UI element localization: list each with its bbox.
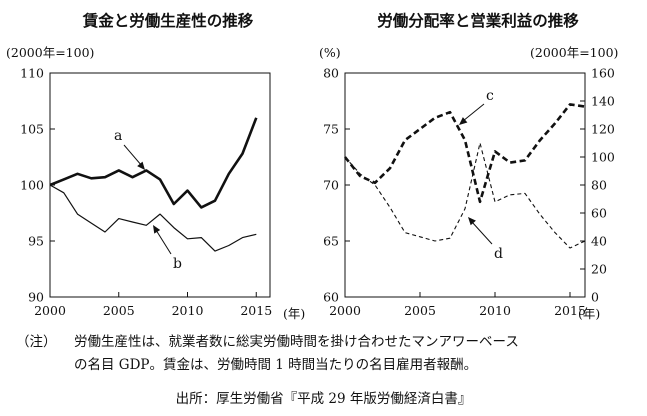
left-y-tick-label: 75	[323, 122, 339, 137]
left-y-tick-label: 65	[323, 234, 339, 249]
x-tick-label: 2015	[554, 303, 586, 318]
labor-share-profit-chart: 労働分配率と営業利益の推移 (%) (2000年=100) 60 65 70 75 80…	[319, 11, 618, 321]
series-a-leader	[123, 144, 143, 167]
series-d-label: d	[494, 246, 503, 262]
y-tick-label: 100	[20, 178, 44, 193]
right-y-tick-label: 140	[591, 94, 615, 109]
chart1-unit-label: (2000年=100)	[6, 45, 94, 60]
chart2-series	[343, 103, 586, 249]
chart1-title: 賃金と労働生産性の推移	[82, 11, 254, 30]
series-a-label: a	[114, 128, 122, 144]
chart1-x-unit: (年)	[283, 306, 305, 321]
left-y-tick-label: 60	[323, 290, 339, 305]
right-y-tick-label: 80	[591, 178, 607, 193]
x-tick-label: 2000	[329, 303, 361, 318]
x-tick-label: 2010	[479, 303, 511, 318]
series-c-line	[343, 103, 586, 204]
figure: 賃金と労働生産性の推移 (2000年=100) 9095100105110200…	[6, 11, 618, 321]
chart1-plot-frame	[49, 72, 271, 298]
chart2-ticks: 60 65 70 75 80 0 20 40 60 80 100 120 140 160 2000 2005 2…	[323, 66, 615, 319]
chart2-left-unit-label: (%)	[319, 45, 341, 60]
series-d-leader	[471, 221, 493, 245]
wage-productivity-chart: 賃金と労働生産性の推移 (2000年=100) 90 95 100 105 110 200…	[6, 11, 305, 321]
chart1-ticks: 90 95 100 105 110 2000 2005 2010 2015	[20, 66, 272, 319]
series-a-arrowhead	[137, 161, 145, 170]
y-tick-label: 95	[28, 234, 44, 249]
chart2-series-labels: c d	[459, 88, 503, 262]
chart2-title: 労働分配率と営業利益の推移	[377, 11, 579, 30]
note-label: （注）	[16, 334, 57, 350]
right-y-tick-label: 40	[591, 234, 607, 249]
series-a-line	[49, 117, 258, 209]
chart1-series-labels: a b	[114, 128, 182, 272]
x-tick-label: 2015	[240, 303, 272, 318]
chart2-x-unit: (年)	[578, 306, 600, 321]
chart1-series	[49, 117, 258, 252]
y-tick-label: 90	[28, 290, 44, 305]
chart2-plot-frame	[344, 72, 586, 298]
x-tick-label: 2010	[172, 303, 204, 318]
series-c-label: c	[486, 88, 494, 104]
series-d-line	[344, 142, 586, 249]
x-tick-label: 2000	[34, 303, 66, 318]
right-y-tick-label: 0	[591, 290, 599, 305]
right-y-tick-label: 20	[591, 262, 607, 277]
chart2-right-unit-label: (2000年=100)	[530, 45, 618, 60]
y-tick-label: 105	[20, 122, 44, 137]
series-b-arrowhead	[153, 225, 161, 234]
note-text-line-2: の名目 GDP。賃金は、労働時間 1 時間当たりの名目雇用者報酬。	[74, 357, 478, 373]
right-y-tick-label: 60	[591, 206, 607, 221]
x-tick-label: 2005	[404, 303, 436, 318]
note-text-line-1: 労働生産性は、就業者数に総実労働時間を掛け合わせたマンアワーベース	[74, 334, 519, 350]
series-b-line	[49, 184, 257, 252]
right-y-tick-label: 100	[591, 150, 615, 165]
left-y-tick-label: 70	[323, 178, 339, 193]
series-d-arrowhead	[468, 217, 476, 226]
right-y-tick-label: 120	[591, 122, 615, 137]
x-tick-label: 2005	[103, 303, 135, 318]
right-y-tick-label: 160	[591, 66, 615, 81]
series-c-arrowhead	[459, 117, 468, 125]
series-c-leader	[462, 103, 485, 122]
left-y-tick-label: 80	[323, 66, 339, 81]
source-credit: 出所：厚生労働省『平成 29 年版労働経済白書』	[175, 391, 472, 407]
series-b-leader	[155, 229, 172, 255]
y-tick-label: 110	[20, 66, 44, 81]
series-b-label: b	[173, 256, 182, 272]
